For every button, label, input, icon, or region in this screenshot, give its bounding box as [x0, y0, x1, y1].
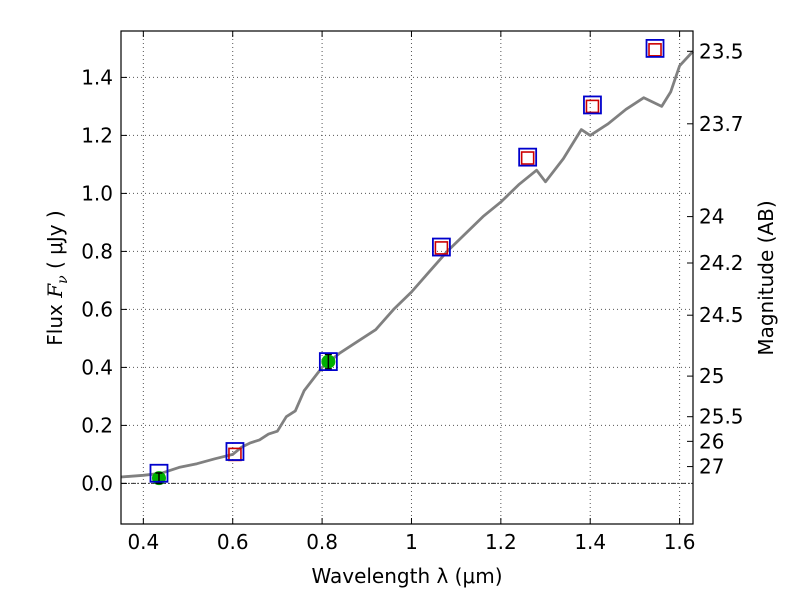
x-axis-ticks: 0.4 0.6 0.8 1 1.2 1.4 1.6 [127, 31, 696, 554]
y-tick-label-1: 0.2 [81, 413, 113, 437]
magnitude-tick-label-6: 25.5 [699, 405, 744, 429]
plot-frame [120, 30, 694, 525]
x-tick-label-5: 1.4 [574, 530, 606, 554]
y-tick-label-0: 0.0 [81, 471, 113, 495]
observed-point-2 [318, 352, 338, 372]
plot-background [121, 31, 693, 524]
magnitude-tick-label-8: 27 [699, 455, 724, 479]
y-axis-label-subscript: ν [55, 275, 71, 284]
x-tick-label-2: 0.8 [306, 530, 338, 554]
x-tick-label-4: 1.2 [485, 530, 517, 554]
observed-point-5 [583, 95, 602, 115]
model-photometry-point-1 [434, 241, 449, 255]
grid-lines [121, 31, 693, 524]
y-axis-ticks: 0.0 0.2 0.4 0.6 0.8 1.0 1.2 1.4 [81, 65, 127, 495]
model-photometry-point-2 [520, 151, 535, 165]
x-tick-label-6: 1.6 [664, 530, 696, 554]
model-photometry-point-4 [648, 43, 662, 57]
y-tick-label-6: 1.2 [81, 123, 113, 147]
magnitude-tick-label-4: 24.5 [699, 303, 744, 327]
y-axis-label-prefix: Flux [43, 298, 67, 346]
magnitude-tick-label-1: 23.7 [699, 112, 744, 136]
magnitude-tick-label-3: 24.2 [699, 251, 744, 275]
x-tick-label-1: 0.6 [217, 530, 249, 554]
photometry-points [149, 39, 665, 486]
magnitude-tick-label-0: 23.5 [699, 39, 744, 63]
x-axis-label: Wavelength λ (μm) [311, 564, 502, 588]
observed-point-4 [518, 147, 538, 167]
y-axis-label-symbol: F [43, 283, 67, 299]
y-tick-label-2: 0.4 [81, 355, 113, 379]
magnitude-axis-label: Magnitude (AB) [754, 200, 778, 355]
magnitude-tick-label-5: 25 [699, 364, 724, 388]
y-tick-label-5: 1.0 [81, 181, 113, 205]
model-spectrum-line [120, 50, 695, 479]
observed-point-3 [432, 237, 451, 257]
x-tick-label-3: 1 [405, 530, 418, 554]
y-axis-label: Flux Fν ( μJy ) [43, 210, 71, 345]
magnitude-tick-label-7: 26 [699, 429, 724, 453]
x-tick-label-0: 0.4 [127, 530, 159, 554]
y-axis-label-suffix: ( μJy ) [43, 210, 67, 275]
magnitude-tick-label-2: 24 [699, 205, 724, 229]
observed-point-1 [225, 442, 245, 461]
y-tick-label-3: 0.6 [81, 297, 113, 321]
observed-point-0 [149, 463, 169, 483]
y-tick-label-4: 0.8 [81, 239, 113, 263]
model-photometry-point-3 [585, 99, 600, 114]
y-tick-label-7: 1.4 [81, 65, 113, 89]
observed-point-6 [645, 39, 665, 58]
